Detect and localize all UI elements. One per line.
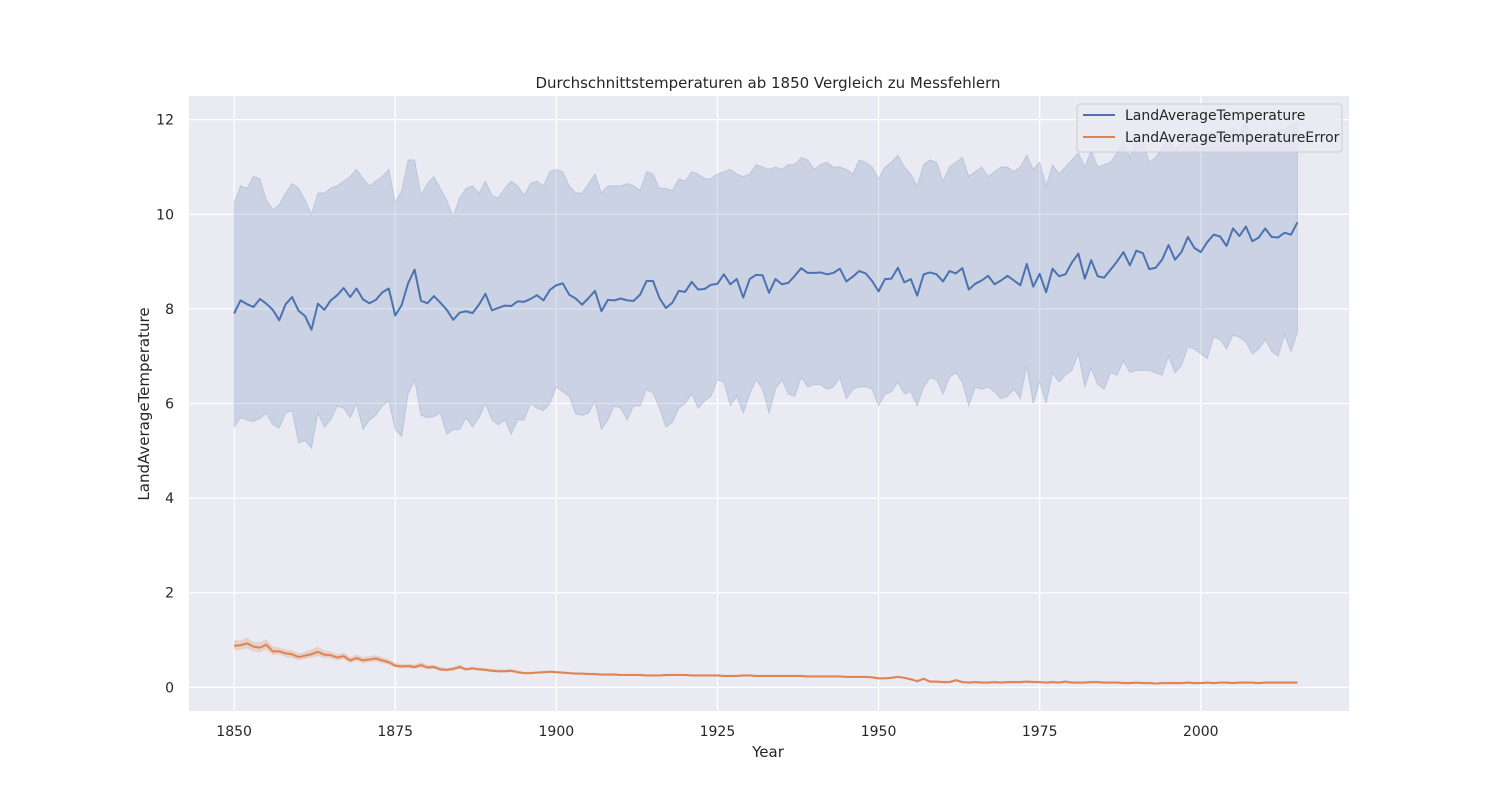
- x-tick-label: 1900: [539, 724, 575, 740]
- y-tick-label: 0: [165, 680, 174, 696]
- legend: LandAverageTemperature LandAverageTemper…: [1076, 103, 1343, 153]
- x-tick-label: 1975: [1022, 724, 1058, 740]
- x-axis-label: Year: [751, 743, 785, 761]
- grid-lines: [189, 96, 1349, 711]
- y-tick-label: 10: [156, 207, 174, 223]
- y-axis-ticks: 0 2 4 6 8 10 12: [156, 113, 174, 697]
- legend-label-temperature: LandAverageTemperature: [1125, 108, 1305, 124]
- x-tick-label: 2000: [1183, 724, 1219, 740]
- y-tick-label: 6: [165, 397, 174, 413]
- y-tick-label: 4: [165, 491, 174, 507]
- y-tick-label: 2: [165, 586, 174, 602]
- chart-title: Durchschnittstemperaturen ab 1850 Vergle…: [535, 74, 1000, 92]
- x-tick-label: 1925: [700, 724, 736, 740]
- series-line-error: [234, 642, 1298, 685]
- x-tick-label: 1875: [377, 724, 413, 740]
- y-tick-label: 12: [156, 113, 174, 129]
- y-tick-label: 8: [165, 302, 174, 318]
- series-line-temperature: [233, 221, 1299, 331]
- legend-box: [1076, 103, 1343, 153]
- x-tick-label: 1850: [216, 724, 252, 740]
- legend-label-error: LandAverageTemperatureError: [1125, 130, 1340, 146]
- x-axis-ticks: 1850 1875 1900 1925 1950 1975 2000: [216, 724, 1218, 740]
- x-tick-label: 1950: [861, 724, 897, 740]
- series-lines: [233, 221, 1299, 685]
- y-axis-label: LandAverageTemperature: [135, 307, 153, 500]
